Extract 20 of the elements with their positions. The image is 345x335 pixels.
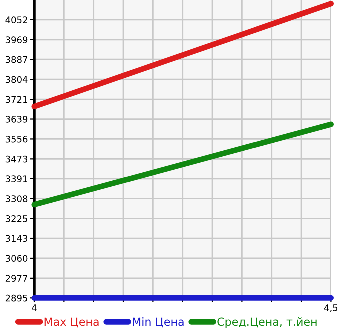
- y-tick-label: 3225: [6, 216, 28, 222]
- y-tick-label: 3721: [6, 96, 28, 104]
- legend-label: Min Цена: [133, 318, 184, 328]
- y-tick-label: 3804: [6, 76, 28, 84]
- y-tick-label: 3639: [6, 116, 28, 123]
- legend-label: Max Цена: [44, 318, 99, 328]
- y-tick-label: 3391: [6, 176, 28, 182]
- y-tick-label: 3473: [6, 156, 28, 163]
- y-tick-label: 3060: [6, 255, 28, 262]
- y-tick-label: 2977: [6, 275, 28, 282]
- y-tick-label: 3969: [6, 36, 28, 44]
- y-tick-label: 4052: [6, 16, 28, 24]
- y-tick-label: 3887: [6, 56, 28, 64]
- x-tick-label: 4: [32, 304, 37, 312]
- y-tick-label: 2895: [6, 294, 28, 302]
- x-tick-label: 4,5: [324, 304, 338, 312]
- y-tick-label: 3556: [6, 136, 28, 143]
- y-tick-label: 3143: [6, 235, 28, 242]
- legend-label: Сред.Цена, т.йен: [218, 318, 317, 328]
- y-tick-label: 3308: [6, 196, 28, 202]
